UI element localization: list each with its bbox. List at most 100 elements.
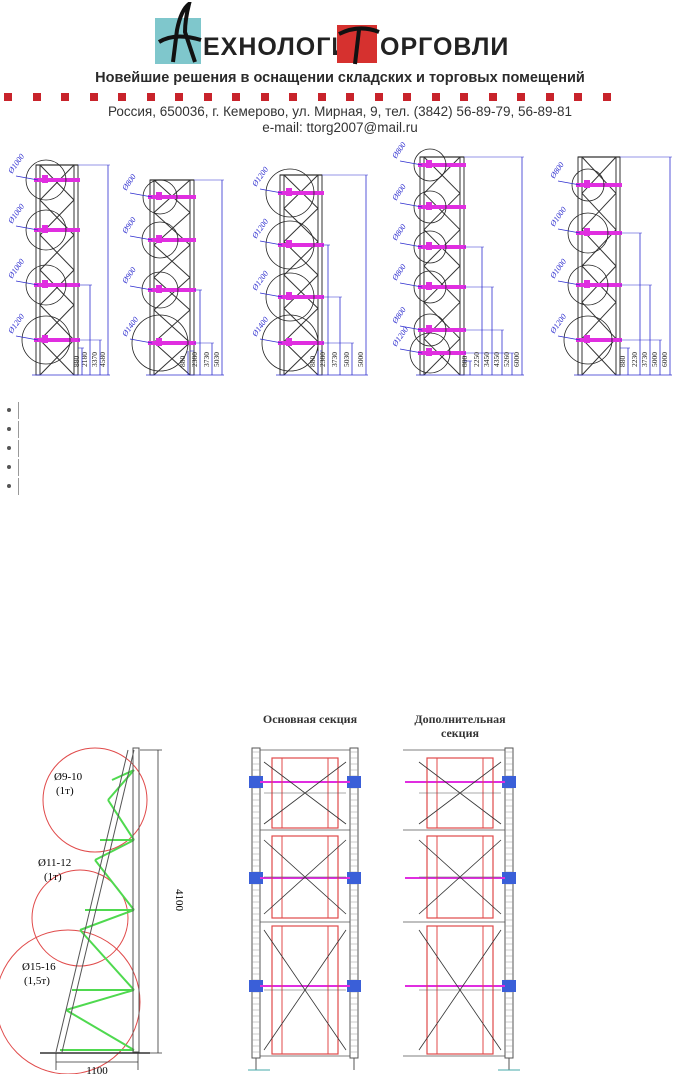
extra-section <box>403 747 516 1070</box>
rack-bracket-hook <box>156 285 162 293</box>
diameter-leader <box>129 285 153 291</box>
rack-bracket-hook <box>584 228 590 236</box>
rack-bracket-hook <box>42 225 48 233</box>
bullet-divider <box>18 402 19 419</box>
load-circle <box>142 179 178 215</box>
decorative-dot <box>602 93 611 101</box>
bullet-divider <box>18 459 19 476</box>
dimension-label: 5030 <box>342 352 351 367</box>
decorative-dot <box>89 93 98 101</box>
diameter-leader <box>557 228 581 234</box>
load-circle <box>265 220 315 270</box>
diameter-leader <box>129 235 153 241</box>
decorative-dot <box>545 93 554 101</box>
decorative-dot <box>574 93 582 101</box>
logo-mark-1-glyph <box>157 2 202 63</box>
load-circle <box>25 264 67 306</box>
dimension-label: 2380 <box>190 352 199 367</box>
blue-bracket <box>502 872 516 884</box>
dimension-label: 3730 <box>202 352 211 367</box>
rack-bracket <box>576 231 622 235</box>
rack-bracket-hook <box>286 292 292 300</box>
bullet-icon <box>7 446 11 450</box>
diameter-leader <box>15 335 39 341</box>
rack-bracket <box>576 338 622 342</box>
rack-bracket <box>148 288 196 292</box>
decorative-dot <box>431 93 440 101</box>
rack-diagrams: Ø1000Ø1000Ø1000Ø1200458033702180880Ø800Ø… <box>6 140 672 376</box>
load-circle <box>261 314 319 372</box>
extra-section-title-1: Дополнительная <box>414 712 506 726</box>
dimension-label: 2250 <box>472 352 481 367</box>
email: e-mail: ttorg2007@mail.ru <box>262 120 418 135</box>
dimension-label: 5000 <box>650 352 659 367</box>
dimension-label: 3450 <box>482 352 491 367</box>
diameter-leader <box>399 325 423 331</box>
rack-bracket <box>34 178 80 182</box>
blue-bracket <box>249 872 263 884</box>
load-circle <box>563 315 613 365</box>
load-circle <box>413 148 447 182</box>
rack-bracket-hook <box>42 175 48 183</box>
decorative-dot <box>488 93 497 101</box>
rack-bracket <box>34 283 80 287</box>
rack-upright-left <box>35 164 41 376</box>
load-circle <box>25 209 67 251</box>
diameter-label: Ø900 <box>120 265 138 286</box>
load-circle <box>413 230 447 264</box>
rack-bracket-hook <box>426 160 432 168</box>
rack-upright-left <box>149 179 155 376</box>
dimension-label: 6000 <box>660 352 669 367</box>
dimension-label: 880 <box>178 356 187 368</box>
rack-bracket-hook <box>426 242 432 250</box>
diameter-label: Ø1000 <box>6 202 26 226</box>
load-circle <box>265 168 315 218</box>
section-upright <box>251 747 261 1059</box>
blue-bracket <box>347 980 361 992</box>
diameter-leader <box>557 335 581 341</box>
dimension-label: 880 <box>72 356 81 368</box>
dimension-label: 5030 <box>212 352 221 367</box>
rack-upright-left <box>419 156 425 376</box>
dimension-label: 6000 <box>512 352 521 367</box>
blue-bracket <box>347 872 361 884</box>
diameter-label: Ø1000 <box>6 257 26 281</box>
diameter-leader <box>259 188 283 194</box>
decorative-dot <box>4 93 12 101</box>
load-circle <box>413 313 447 347</box>
decorative-dot <box>203 93 212 101</box>
decorative-dot <box>289 93 297 101</box>
rack-bracket-hook <box>156 192 162 200</box>
rack-bracket-hook <box>42 280 48 288</box>
rack-4: Ø800Ø800Ø800Ø800Ø800Ø1200600052604350345… <box>390 140 524 376</box>
diameter-leader <box>399 202 423 208</box>
diameter-label: Ø800 <box>390 262 408 283</box>
decorative-dot <box>403 93 411 101</box>
bullet-divider <box>18 478 19 495</box>
rack-upright-right <box>459 156 465 376</box>
rack-bracket <box>576 283 622 287</box>
rack-bracket-hook <box>426 202 432 210</box>
diameter-leader <box>15 280 39 286</box>
decorative-dot <box>175 93 183 101</box>
diameter-leader <box>15 175 39 181</box>
diameter-label: Ø800 <box>390 140 408 161</box>
bullet-divider <box>18 421 19 438</box>
diameter-leader <box>399 242 423 248</box>
load-circle <box>141 271 179 309</box>
decorative-dot <box>374 93 383 101</box>
load-circle <box>571 168 605 202</box>
rack-bracket <box>278 243 324 247</box>
diameter-leader <box>399 348 423 354</box>
rack-bracket <box>418 328 466 332</box>
dimension-label: 880 <box>460 356 469 368</box>
rack-bracket <box>278 295 324 299</box>
rack-bracket <box>418 245 466 249</box>
dimension-label: 2380 <box>318 352 327 367</box>
blue-bracket <box>502 980 516 992</box>
load-1-diameter: Ø9-10 <box>54 771 83 783</box>
bullet-divider <box>18 440 19 457</box>
diameter-leader <box>399 160 423 166</box>
rack-bracket <box>418 163 466 167</box>
